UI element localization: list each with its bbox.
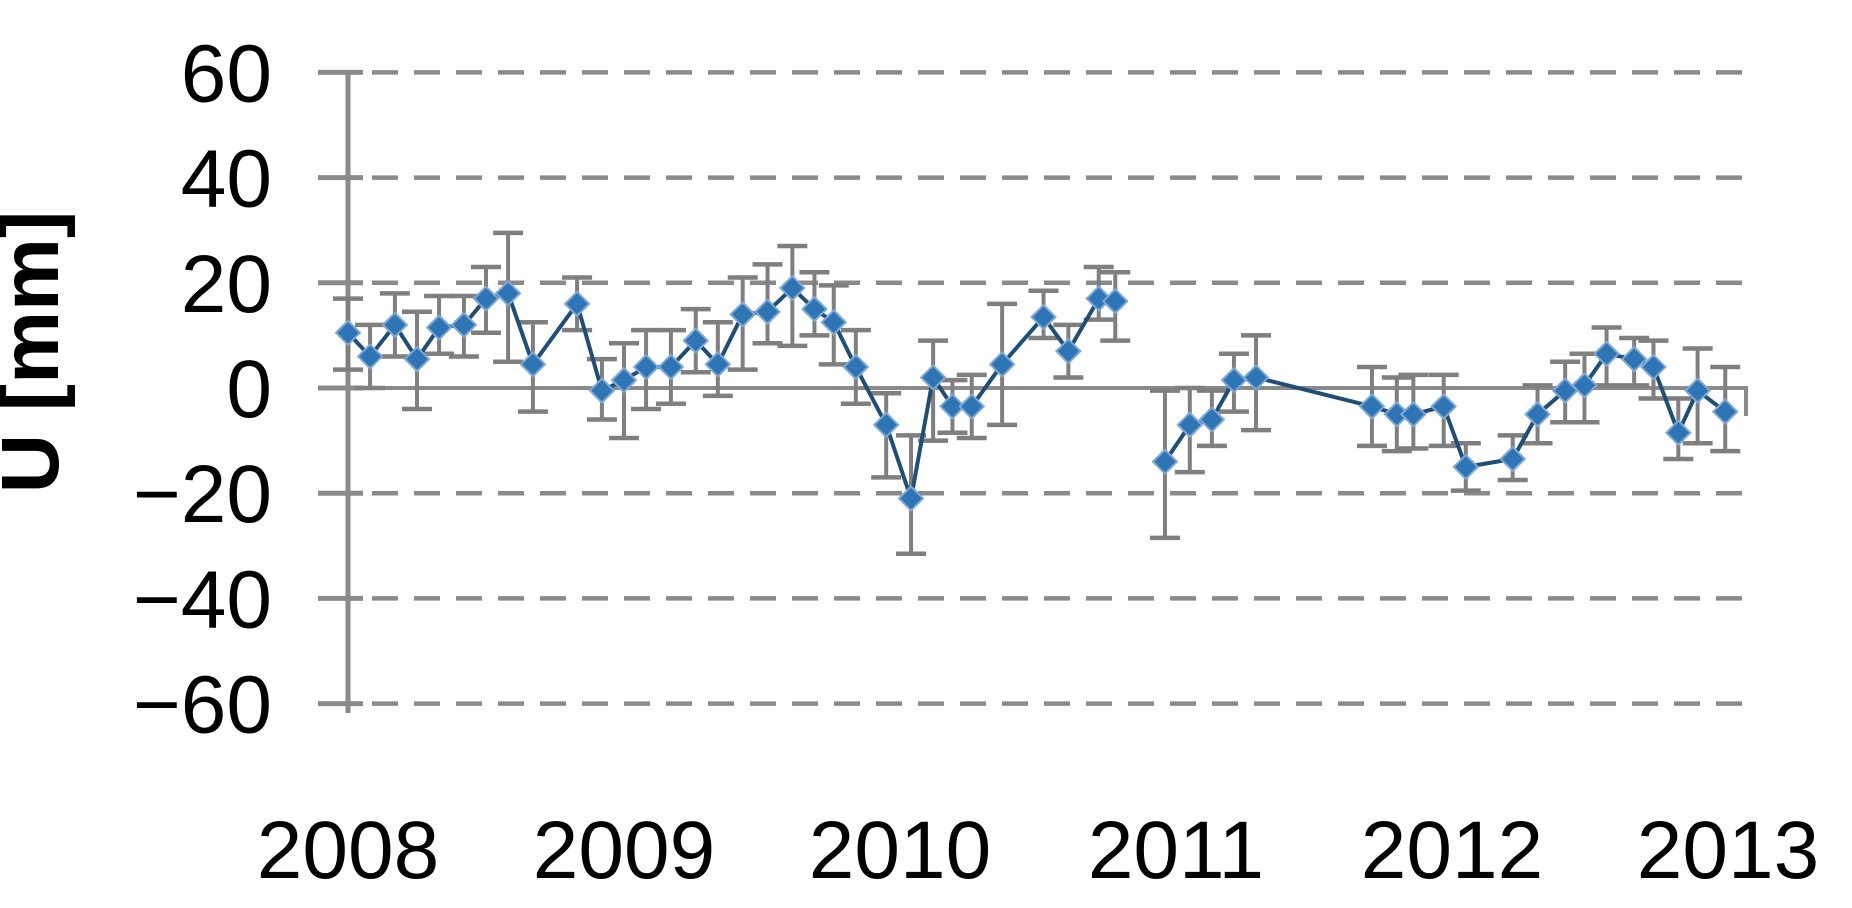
data-point-marker xyxy=(425,314,453,341)
data-point-marker xyxy=(1452,453,1480,481)
data-point-marker xyxy=(1030,303,1057,331)
data-point-marker xyxy=(1220,366,1248,394)
data-point-marker xyxy=(1571,371,1598,399)
data-point-marker xyxy=(704,350,732,378)
data-point-marker xyxy=(657,353,685,381)
data-point-marker xyxy=(403,345,431,373)
y-tick-label: 0 xyxy=(226,344,272,435)
data-point-marker xyxy=(588,377,616,405)
data-point-marker xyxy=(381,311,409,339)
data-point-marker xyxy=(1176,411,1204,439)
data-point-marker xyxy=(1664,419,1692,447)
data-point-marker xyxy=(563,290,591,318)
data-point-marker xyxy=(1151,448,1179,476)
data-point-marker xyxy=(1640,353,1667,381)
data-point-marker xyxy=(356,343,384,370)
data-point-marker xyxy=(1430,392,1458,420)
data-point-marker xyxy=(450,311,478,339)
data-point-marker xyxy=(1711,398,1739,426)
data-point-marker xyxy=(872,411,900,439)
data-point-marker xyxy=(519,350,547,378)
data-point-marker xyxy=(729,300,757,328)
y-tick-label: 60 xyxy=(181,28,272,119)
data-point-marker xyxy=(632,353,660,381)
data-point-marker xyxy=(494,279,522,307)
data-point-marker xyxy=(897,485,925,512)
data-point-marker xyxy=(778,274,806,302)
data-point-marker xyxy=(1684,377,1712,405)
data-point-marker xyxy=(1242,364,1270,391)
y-tick-label: −60 xyxy=(133,660,272,751)
gridlines xyxy=(372,70,1742,706)
data-point-marker xyxy=(1499,445,1527,473)
y-tick-label: −40 xyxy=(133,554,272,645)
data-point-marker xyxy=(610,366,638,394)
x-tick-label: 2010 xyxy=(809,805,991,896)
x-tick-label: 2008 xyxy=(257,805,439,896)
data-point-marker xyxy=(801,295,828,323)
data-point-marker xyxy=(988,350,1016,378)
data-point-marker xyxy=(1198,406,1226,433)
x-tick-label: 2011 xyxy=(1088,805,1264,896)
x-tick-label: 2009 xyxy=(533,805,715,896)
data-point-marker xyxy=(754,298,781,326)
data-point-marker xyxy=(958,392,986,420)
data-point-marker xyxy=(1620,345,1648,373)
data-point-marker xyxy=(1054,337,1082,365)
data-point-marker xyxy=(919,364,947,391)
data-point-marker xyxy=(842,353,870,381)
x-axis-tick-labels: 2008 2009 2010 2011 2012 2013 xyxy=(257,805,1819,896)
data-point-marker xyxy=(820,308,848,336)
x-tick-label: 2012 xyxy=(1361,805,1543,896)
data-point-marker xyxy=(939,392,966,420)
data-point-marker xyxy=(1593,340,1620,368)
data-point-marker xyxy=(1085,285,1113,312)
data-markers xyxy=(334,274,1739,512)
data-point-marker xyxy=(334,319,362,347)
y-tick-label: 40 xyxy=(181,134,272,225)
data-point-marker xyxy=(1524,400,1551,428)
data-point-marker xyxy=(1399,400,1427,428)
data-point-marker xyxy=(1358,392,1386,420)
axes xyxy=(318,69,1748,713)
y-tick-label: 20 xyxy=(181,239,272,330)
y-tick-label: −20 xyxy=(133,449,272,540)
y-axis-title: U [mm] xyxy=(0,211,76,493)
y-axis-tick-labels: 60 40 20 0 −20 −40 −60 xyxy=(133,28,272,750)
x-tick-label: 2013 xyxy=(1637,805,1819,896)
data-point-marker xyxy=(1101,287,1129,315)
data-point-marker xyxy=(682,327,710,355)
data-point-marker xyxy=(472,285,500,312)
